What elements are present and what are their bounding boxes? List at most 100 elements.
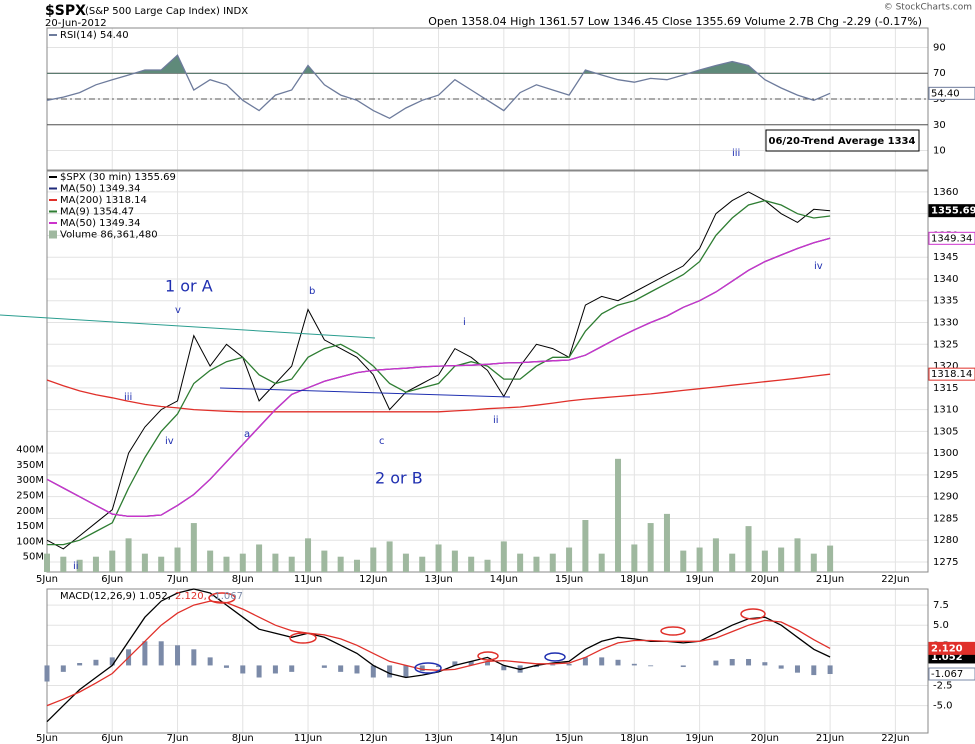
volume-bar (435, 544, 442, 572)
histogram-bar (370, 665, 376, 678)
last-value-box (928, 367, 975, 381)
cross-marker (477, 651, 499, 661)
volume-tick-label: 350M (16, 460, 44, 471)
histogram-bar (729, 658, 735, 666)
volume-bar (190, 523, 197, 572)
date: 20-Jun-2012 (45, 18, 107, 29)
last-value-label: -1.067 (931, 669, 963, 680)
series-line (46, 54, 831, 120)
volume-bar (778, 547, 785, 572)
x-tick-label: 18Jun (620, 574, 648, 585)
last-value-label: 1355.69 (931, 206, 975, 217)
volume-bar (141, 553, 148, 572)
y-tick-label: 10 (933, 146, 946, 157)
histogram-bar (615, 659, 621, 666)
y-tick-label: 1340 (933, 274, 958, 285)
y-tick-label: 5.0 (933, 620, 949, 631)
volume-bar (761, 550, 768, 572)
legend-swatch (49, 176, 57, 178)
x-tick-label: 7Jun (167, 733, 189, 744)
histogram-bar (550, 664, 556, 666)
histogram-bar (175, 645, 181, 666)
histogram-bar (436, 665, 442, 668)
crossovers (208, 592, 766, 674)
x-tick-label: 19Jun (685, 733, 713, 744)
x-tick-label: 14Jun (490, 733, 518, 744)
x-tick-label: 12Jun (359, 574, 387, 585)
x-tick-label: 7Jun (167, 574, 189, 585)
volume-bar (794, 538, 801, 572)
histogram-bar (272, 665, 278, 674)
last-value-box (928, 204, 975, 218)
volume-bar (517, 553, 524, 572)
volume-bar (468, 556, 475, 572)
volume-bar (239, 553, 246, 572)
last-value-box (928, 231, 975, 245)
volume-bar (696, 547, 703, 572)
volume-tick-label: 250M (16, 491, 44, 502)
histogram-bar (338, 665, 344, 672)
annotation: iii (124, 392, 132, 403)
y-tick-label: 1360 (933, 187, 958, 198)
volume-tick-label: 200M (16, 506, 44, 517)
x-tick-label: 11Jun (294, 733, 322, 744)
legend-entry: -1.067 (211, 591, 243, 602)
volume-bar (76, 559, 83, 572)
histogram-bar (419, 665, 425, 672)
last-value-label: 1.052 (931, 652, 963, 663)
legend-swatch (49, 222, 57, 224)
symbol-name: (S&P 500 Large Cap Index) INDX (85, 6, 248, 17)
y-tick-label: 90 (933, 42, 946, 53)
annotation: iii (732, 148, 740, 159)
volume-tick-label: 300M (16, 475, 44, 486)
legend-swatch (49, 187, 57, 190)
last-value-box (928, 667, 975, 681)
x-tick-label: 6Jun (101, 574, 123, 585)
volume-bar (305, 538, 312, 572)
x-tick-label: 19Jun (685, 574, 713, 585)
annotation: b (309, 286, 315, 297)
y-tick-label: 1290 (933, 492, 958, 503)
last-value-label: 2.120 (931, 643, 963, 654)
rsi-shade (47, 55, 831, 74)
annotation: ii (73, 561, 79, 572)
legend-swatch (49, 210, 57, 213)
volume-bar (533, 556, 540, 572)
x-tick-label: 5Jun (36, 733, 58, 744)
histogram-bar (158, 641, 164, 666)
volume-tick-label: 400M (16, 445, 44, 456)
histogram-bar (827, 665, 833, 675)
x-tick-label: 13Jun (424, 733, 452, 744)
series-line (47, 199, 831, 546)
volume-bar (566, 547, 573, 572)
histogram-bar (93, 659, 99, 666)
y-tick-label: 1305 (933, 426, 958, 437)
volume-bar (353, 559, 360, 572)
volume-bar (615, 458, 622, 572)
y-tick-label: 1330 (933, 318, 958, 329)
histogram-bar (680, 665, 686, 668)
histogram-bar (452, 661, 458, 666)
volume-bar (451, 550, 458, 572)
volume-bar (92, 556, 99, 572)
histogram-bar (599, 657, 605, 666)
series-line (47, 373, 831, 413)
volume-bar (663, 513, 670, 572)
histogram-bar (746, 658, 752, 666)
histogram-bar (582, 657, 588, 666)
legend-entry: MA(200) 1318.14 (60, 195, 147, 206)
legend-entry: RSI(14) 54.40 (60, 30, 129, 41)
y-tick-label: 1335 (933, 296, 958, 307)
annotation: c (379, 436, 385, 447)
histogram-bar (44, 665, 50, 682)
volume-bar (598, 553, 605, 572)
legend-entry: MACD(12,26,9) 1.052, (60, 591, 171, 602)
volume-bar (321, 550, 328, 572)
x-tick-label: 21Jun (816, 733, 844, 744)
histogram-bar (354, 665, 360, 674)
last-value-box (928, 641, 975, 655)
y-tick-label: 1280 (933, 535, 958, 546)
volume-tick-label: 100M (16, 536, 44, 547)
volume-bar (223, 556, 230, 572)
